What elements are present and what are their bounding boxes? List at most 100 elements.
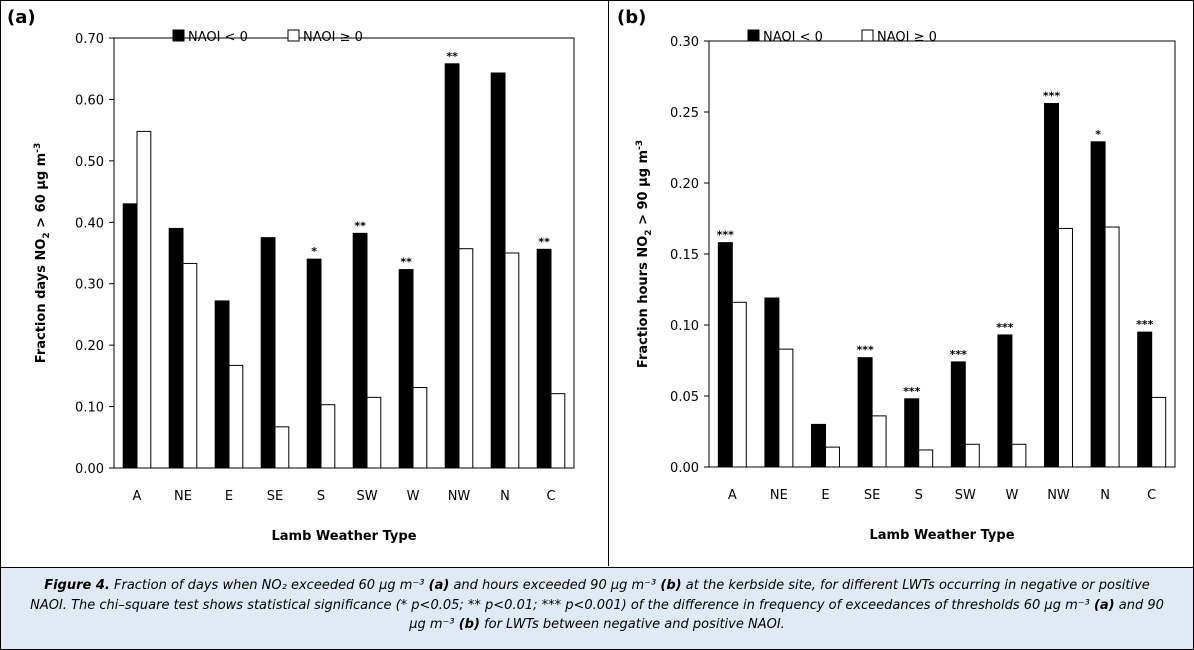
x-tick-label: NW	[1047, 488, 1070, 503]
significance-marker: ***	[1043, 89, 1061, 102]
legend-label: NAOI < 0	[763, 30, 823, 45]
x-tick-label: NE	[174, 489, 192, 504]
bar-naoi-negative	[764, 297, 780, 468]
bar-naoi-negative	[536, 248, 552, 469]
bar-naoi-positive	[504, 252, 520, 469]
x-tick-label: C	[546, 489, 555, 504]
y-axis-label-part: > 90 µg m	[636, 150, 651, 230]
panel-label: (b)	[617, 7, 646, 28]
x-tick-label: E	[821, 488, 829, 503]
x-tick-label: N	[1100, 488, 1110, 503]
x-axis-label: Lamb Weather Type	[869, 528, 1014, 543]
bar-naoi-positive	[778, 348, 794, 468]
bar-naoi-positive	[1058, 227, 1073, 468]
bar-naoi-negative	[398, 269, 414, 469]
bar-naoi-positive	[964, 443, 980, 468]
caption-panel-ref: (a)	[428, 578, 450, 593]
y-tick-label: 0.00	[670, 461, 699, 476]
significance-marker: ***	[903, 385, 921, 398]
y-tick-label: 0.10	[75, 401, 104, 416]
bar-naoi-positive	[458, 248, 474, 469]
y-axis-label: Fraction days NO2 > 60 µg m-3	[33, 143, 52, 363]
caption-part: Fraction of days when NO₂ exceeded 60 µg…	[109, 578, 429, 593]
bar-naoi-negative	[306, 258, 322, 469]
legend-swatch	[172, 29, 185, 42]
bar-naoi-positive	[1011, 443, 1027, 468]
y-axis-label-part: Fraction hours NO	[636, 236, 651, 368]
bar-naoi-negative	[717, 242, 733, 468]
bar-naoi-positive	[1151, 396, 1167, 468]
legend-swatch	[287, 29, 300, 42]
bar-naoi-negative	[444, 63, 460, 469]
significance-marker: ***	[950, 348, 968, 361]
x-tick-label: N	[500, 489, 510, 504]
bar-naoi-positive	[136, 130, 152, 469]
significance-marker: **	[446, 50, 458, 63]
chart-panel-a: (a) 0.00 0.10 0.20 0.30 0.40 0.50 0.60 0.70 Fract…	[1, 1, 607, 566]
x-tick-label: NW	[448, 489, 471, 504]
bar-naoi-positive	[871, 415, 887, 468]
x-tick-label: W	[1005, 488, 1018, 503]
x-axis-label: Lamb Weather Type	[271, 529, 416, 544]
caption-figure-label: Figure 4.	[44, 578, 110, 593]
y-tick-label: 0.20	[75, 339, 104, 354]
y-axis-label-superscript: -3	[635, 140, 645, 150]
legend-label: NAOI ≥ 0	[877, 30, 937, 45]
x-tick-label: NE	[770, 488, 788, 503]
legend-label: NAOI < 0	[188, 30, 248, 45]
chart-panel-b: (b) 0.00 0.05 0.10 0.15 0.20 0.25 0.30 Fraction …	[608, 1, 1194, 566]
x-tick-label: SE	[267, 489, 283, 504]
y-tick-label: 0.40	[75, 216, 104, 231]
y-tick-label: 0.70	[75, 32, 104, 47]
caption-panel-ref: (b)	[660, 578, 682, 593]
significance-marker: ***	[996, 321, 1014, 334]
y-tick-label: 0.25	[670, 106, 699, 121]
significance-marker: *	[1095, 128, 1101, 141]
bar-naoi-negative	[950, 361, 966, 468]
bar-naoi-positive	[366, 396, 382, 469]
bar-naoi-negative	[214, 300, 230, 469]
chart-b: (b) 0.00 0.05 0.10 0.15 0.20 0.25 0.30 Fraction …	[617, 7, 1176, 543]
bar-naoi-negative	[857, 357, 873, 468]
y-tick-label: 0.15	[670, 248, 699, 263]
caption-part: for LWTs between negative and positive N…	[479, 617, 785, 632]
panel-label: (a)	[7, 7, 36, 28]
bar-naoi-negative	[168, 227, 184, 469]
y-tick-label: 0.00	[75, 462, 104, 477]
bar-naoi-positive	[274, 426, 290, 469]
bar-naoi-positive	[825, 446, 840, 468]
bar-naoi-positive	[228, 364, 244, 469]
caption-part: and hours exceeded 90 µg m⁻³	[449, 578, 661, 593]
legend-label: NAOI ≥ 0	[303, 30, 363, 45]
chart-a: (a) 0.00 0.10 0.20 0.30 0.40 0.50 0.60 0.70 Fract…	[7, 7, 575, 544]
bar-naoi-positive	[918, 449, 934, 468]
x-tick-label: A	[728, 488, 737, 503]
bar-naoi-negative	[1137, 331, 1153, 468]
bar-naoi-negative	[490, 72, 506, 469]
bar-naoi-positive	[550, 393, 566, 469]
significance-marker: **	[538, 235, 550, 248]
figure-caption: Figure 4. Fraction of days when NO₂ exce…	[1, 567, 1193, 649]
caption-part: at the kerbside site, for different LWTs…	[30, 578, 1150, 613]
y-tick-label: 0.50	[75, 155, 104, 170]
bar-naoi-positive	[1104, 226, 1120, 468]
significance-marker: ***	[1136, 318, 1154, 331]
x-tick-label: SW	[955, 488, 976, 503]
y-axis-label-part: Fraction days NO	[34, 239, 49, 364]
bar-naoi-positive	[412, 387, 428, 469]
bar-naoi-negative	[811, 423, 827, 468]
y-tick-label: 0.30	[75, 278, 104, 293]
legend-swatch	[861, 29, 874, 42]
legend-swatch	[747, 29, 760, 42]
x-tick-label: SE	[864, 488, 880, 503]
significance-marker: **	[400, 256, 412, 269]
bar-naoi-positive	[182, 262, 198, 469]
y-axis-label-part: > 60 µg m	[34, 153, 49, 233]
x-tick-label: W	[407, 489, 420, 504]
caption-panel-ref: (b)	[458, 617, 480, 632]
y-axis-label-superscript: -3	[33, 143, 43, 153]
bar-naoi-negative	[122, 203, 138, 469]
bar-naoi-positive	[320, 404, 336, 469]
significance-marker: ***	[856, 344, 874, 357]
